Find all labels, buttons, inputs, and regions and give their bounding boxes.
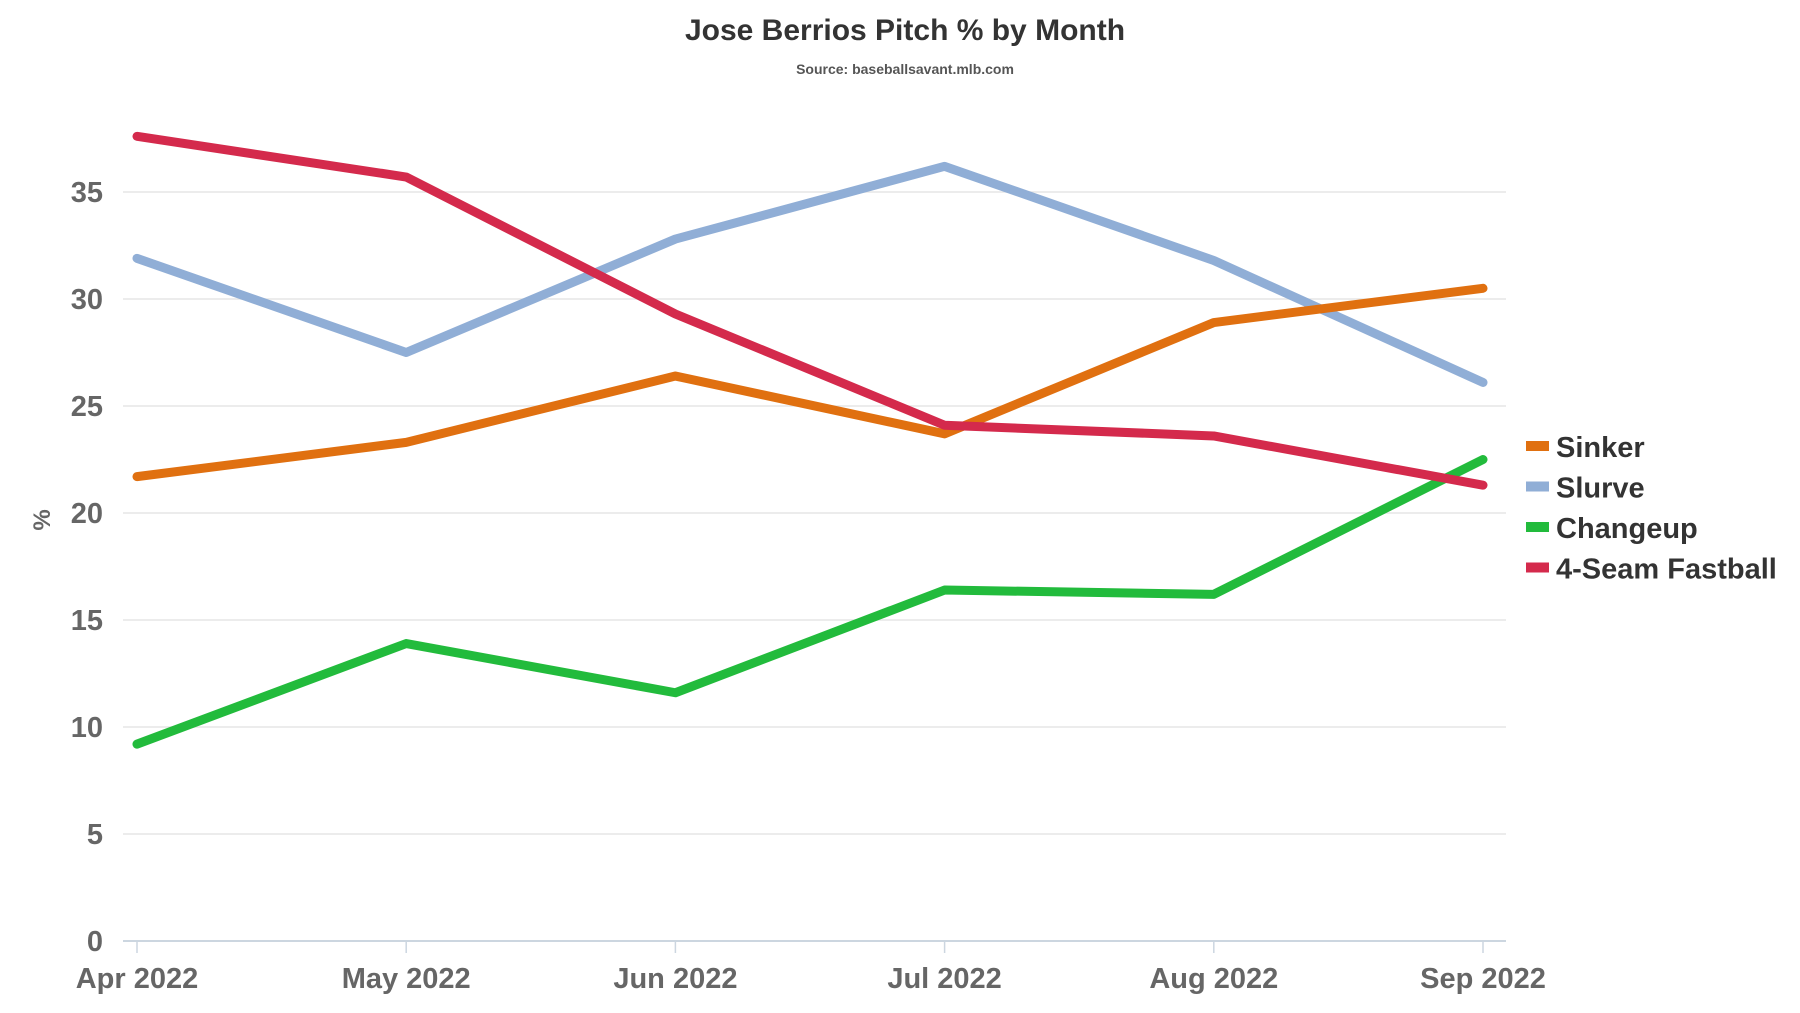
y-tick-label: 30: [71, 284, 103, 316]
y-tick-label: 15: [71, 605, 103, 637]
legend-swatch: [1526, 522, 1549, 532]
x-tick-label: Aug 2022: [1149, 963, 1278, 995]
legend-label: Sinker: [1556, 432, 1645, 464]
series-line-slurve: [132, 161, 1488, 387]
x-tick-label: Jun 2022: [613, 963, 737, 995]
y-axis-ticks: 0 5 10 15 20 25 30 35: [71, 177, 103, 958]
legend-item[interactable]: Slurve: [1526, 473, 1645, 505]
y-tick-label: 0: [87, 926, 103, 958]
y-tick-label: 5: [87, 819, 103, 851]
series-lines: [132, 131, 1488, 749]
x-tick-label: Sep 2022: [1420, 963, 1546, 995]
gridlines: [123, 191, 1506, 835]
legend-item[interactable]: Sinker: [1526, 432, 1645, 464]
y-tick-label: 25: [71, 391, 103, 423]
chart-subtitle: Source: baseballsavant.mlb.com: [796, 61, 1014, 77]
series-line-changeup: [132, 455, 1488, 749]
legend-label: Changeup: [1556, 513, 1698, 545]
series-line-sinker: [132, 283, 1488, 482]
chart-title: Jose Berrios Pitch % by Month: [685, 14, 1125, 47]
y-axis-label: %: [29, 509, 56, 530]
y-tick-label: 10: [71, 712, 103, 744]
legend-swatch: [1526, 481, 1549, 492]
legend-item[interactable]: 4-Seam Fastball: [1526, 554, 1777, 586]
series-line-4-seam-fastball: [132, 131, 1488, 490]
legend-swatch: [1526, 441, 1549, 451]
legend-item[interactable]: Changeup: [1526, 513, 1698, 545]
x-tick-label: May 2022: [342, 963, 471, 995]
legend-label: Slurve: [1556, 473, 1645, 505]
x-axis-ticks: Apr 2022 May 2022 Jun 2022 Jul 2022 Aug 2022…: [76, 941, 1546, 995]
y-tick-label: 35: [71, 177, 103, 209]
x-tick-label: Jul 2022: [887, 963, 1001, 995]
x-tick-label: Apr 2022: [76, 963, 199, 995]
legend-label: 4-Seam Fastball: [1556, 554, 1777, 586]
legend: Sinker Slurve Changeup 4-Seam Fastball: [1526, 432, 1777, 586]
y-tick-label: 20: [71, 498, 103, 530]
legend-swatch: [1526, 562, 1549, 573]
